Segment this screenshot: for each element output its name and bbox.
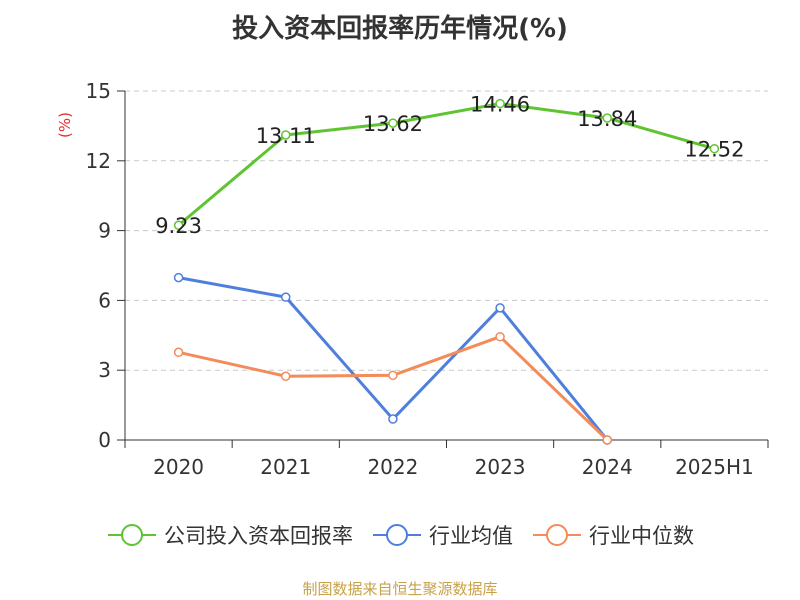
x-tick-label: 2020	[153, 455, 204, 479]
y-tick-label: 6	[98, 288, 111, 312]
data-label-0: 12.52	[684, 138, 744, 162]
data-point-2	[173, 347, 184, 358]
data-label-0: 14.46	[470, 93, 530, 117]
legend: 公司投入资本回报率 行业均值 行业中位数	[0, 520, 800, 550]
legend-swatch-marker	[121, 524, 143, 546]
data-point-1	[281, 292, 291, 302]
legend-label-industry-median: 行业中位数	[589, 524, 694, 548]
y-tick-label: 12	[86, 149, 111, 173]
x-tick-label: 2022	[367, 455, 418, 479]
series-line-2	[178, 335, 609, 442]
y-tick-label: 15	[86, 79, 111, 103]
data-label-0: 9.23	[155, 214, 202, 238]
x-tick-label: 2024	[582, 455, 633, 479]
data-point-0	[709, 143, 720, 154]
data-point-2	[495, 331, 505, 342]
data-point-0	[281, 130, 291, 140]
data-label-0: 13.84	[577, 107, 637, 131]
x-tick-label: 2023	[475, 455, 526, 479]
data-point-0	[388, 118, 398, 128]
data-point-2	[388, 370, 398, 381]
series-line-0	[177, 102, 715, 227]
data-point-1	[495, 303, 505, 313]
data-label-0: 13.11	[256, 124, 316, 148]
data-point-2	[281, 371, 291, 381]
x-tick-label: 2025H1	[675, 455, 754, 479]
chart-title: 投入资本回报率历年情况(%)	[232, 14, 568, 44]
y-tick-label: 9	[98, 219, 111, 243]
data-label-0: 13.62	[363, 112, 423, 136]
data-point-1	[388, 414, 398, 424]
data-point-2	[602, 435, 612, 445]
y-tick-label: 3	[98, 358, 111, 382]
legend-label-industry-mean: 行业均值	[429, 524, 513, 548]
data-point-0	[602, 113, 612, 123]
legend-swatch-industry-median-icon	[533, 524, 581, 546]
legend-swatch-marker	[386, 524, 408, 546]
legend-item-company[interactable]: 公司投入资本回报率	[106, 520, 353, 550]
data-point-0	[173, 220, 184, 230]
legend-swatch-industry-mean-icon	[373, 524, 421, 546]
y-axis-title: (%)	[56, 112, 74, 138]
y-tick-label: 0	[98, 428, 111, 452]
x-tick-label: 2021	[260, 455, 311, 479]
legend-item-industry-median[interactable]: 行业中位数	[531, 520, 694, 550]
legend-label-company: 公司投入资本回报率	[164, 524, 353, 548]
data-point-1	[173, 272, 184, 283]
legend-swatch-marker	[546, 524, 568, 546]
legend-item-industry-mean[interactable]: 行业均值	[371, 520, 513, 550]
source-note: 制图数据来自恒生聚源数据库	[302, 580, 498, 598]
data-point-0	[495, 98, 505, 109]
legend-swatch-company-icon	[108, 524, 156, 546]
